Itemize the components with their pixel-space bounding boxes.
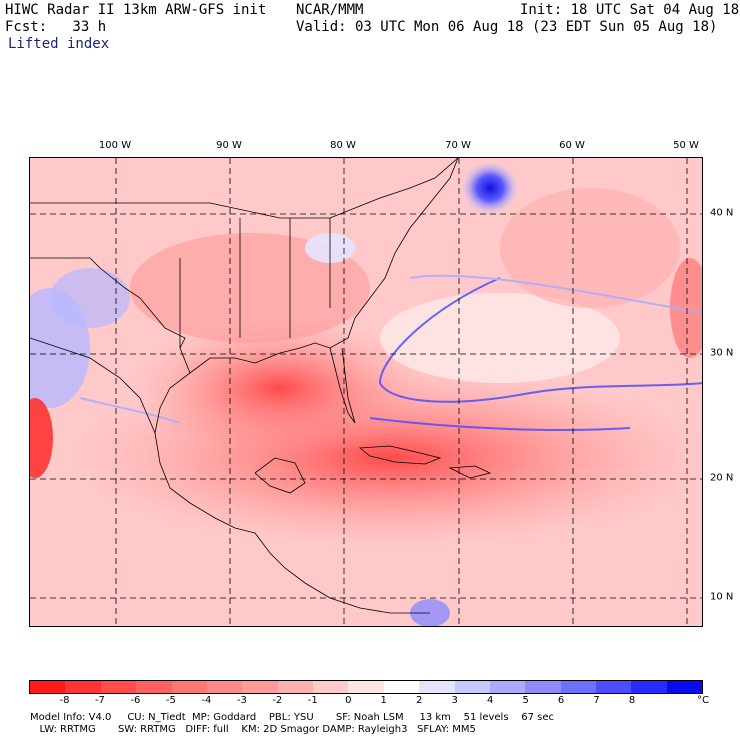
colorbar-cell (206, 681, 243, 693)
colorbar-cell (666, 681, 703, 693)
footer-line-2: LW: RRTMG SW: RRTMG DIFF: full KM: 2D Sm… (30, 724, 476, 735)
yucatan-coastline (254, 457, 306, 494)
colorbar-cell (525, 681, 561, 693)
colorbar-tick: -1 (307, 695, 318, 706)
colorbar-cell (560, 681, 596, 693)
stable-streak-line (409, 274, 702, 314)
colorbar-tick: -4 (201, 695, 212, 706)
colorbar-tick: -5 (165, 695, 176, 706)
colorbar-cell (242, 681, 278, 693)
colorbar-cell (171, 681, 207, 693)
colorbar-tick: -2 (272, 695, 283, 706)
lat-label: 20 N (710, 472, 734, 484)
colorbar-cell (419, 681, 455, 693)
init-time: Init: 18 UTC Sat 04 Aug 18 (520, 2, 740, 18)
colorbar-tick: 0 (345, 695, 352, 706)
colorbar-tick: -6 (130, 695, 141, 706)
lon-label: 50 W (673, 140, 699, 151)
stable-streaks (79, 274, 702, 431)
colorbar-cell (348, 681, 384, 693)
valid-time: Valid: 03 UTC Mon 06 Aug 18 (23 EDT Sun … (296, 19, 718, 35)
coastlines-borders (30, 158, 492, 614)
colorbar-tick: 3 (451, 695, 458, 706)
state-borders (179, 218, 331, 348)
cuba-coastline (358, 445, 442, 465)
colorbar-tick: 6 (557, 695, 565, 706)
org-label: NCAR/MMM (296, 2, 364, 18)
colorbar-cell (136, 681, 172, 693)
colorbar-cell (596, 681, 632, 693)
colorbar-cell (489, 681, 526, 693)
colorbar-cell (313, 681, 349, 693)
south-stable-spot (410, 599, 450, 626)
stable-streak-line (369, 417, 631, 431)
model-title: HIWC Radar II 13km ARW-GFS init (5, 2, 267, 18)
colorbar-cell (30, 681, 66, 693)
pacific-instability (30, 398, 53, 478)
field-name: Lifted index (8, 36, 110, 52)
graticule (30, 158, 702, 626)
colorbar-cell (277, 681, 313, 693)
lon-label: 60 W (559, 140, 585, 151)
colorbar-unit: °C (697, 695, 709, 706)
florida-coastline (329, 347, 356, 424)
north-atlantic-area (500, 188, 680, 308)
mexico-coastline (30, 337, 156, 434)
colorbar-tick: 7 (593, 695, 600, 706)
colorbar-tick: -3 (236, 695, 247, 706)
stable-streak-line (378, 277, 702, 403)
lon-label: 90 W (216, 140, 242, 151)
lat-label: 30 N (710, 347, 734, 359)
lon-label: 80 W (330, 140, 356, 151)
lon-label: 70 W (445, 140, 471, 151)
colorbar-tick: 8 (628, 695, 636, 706)
plains-stable-area (50, 268, 130, 328)
forecast-hour: Fcst: 33 h (5, 19, 107, 35)
footer-line-1: Model Info: V4.0 CU: N_Tiedt MP: Goddard… (30, 712, 555, 723)
lat-label: 10 N (710, 591, 734, 603)
lat-label: 40 N (710, 207, 734, 219)
atlantic-stable-area (380, 293, 620, 383)
colorbar-tick: 5 (522, 695, 529, 706)
southeast-us-instability (130, 233, 370, 343)
colorbar (29, 680, 703, 694)
colorbar-cell (631, 681, 667, 693)
stable-streak-line (79, 397, 181, 424)
colorbar-cell (454, 681, 490, 693)
colorbar-tick: 2 (416, 695, 423, 706)
colorbar-tick: 1 (380, 695, 387, 706)
colorbar-cell (383, 681, 420, 693)
lon-label: 100 W (98, 140, 132, 151)
colorbar-cell (65, 681, 101, 693)
lifted-index-map (30, 158, 702, 626)
map-panel (29, 157, 703, 627)
colorbar-tick: -7 (94, 695, 105, 706)
hispaniola-coastline (448, 465, 492, 479)
mexico-us-border (30, 257, 191, 374)
colorbar-tick: -8 (59, 695, 70, 706)
east-edge-instability (670, 258, 702, 358)
colorbar-cell (100, 681, 137, 693)
stable-blue-core (460, 160, 520, 216)
colorbar-tick: 4 (486, 695, 494, 706)
